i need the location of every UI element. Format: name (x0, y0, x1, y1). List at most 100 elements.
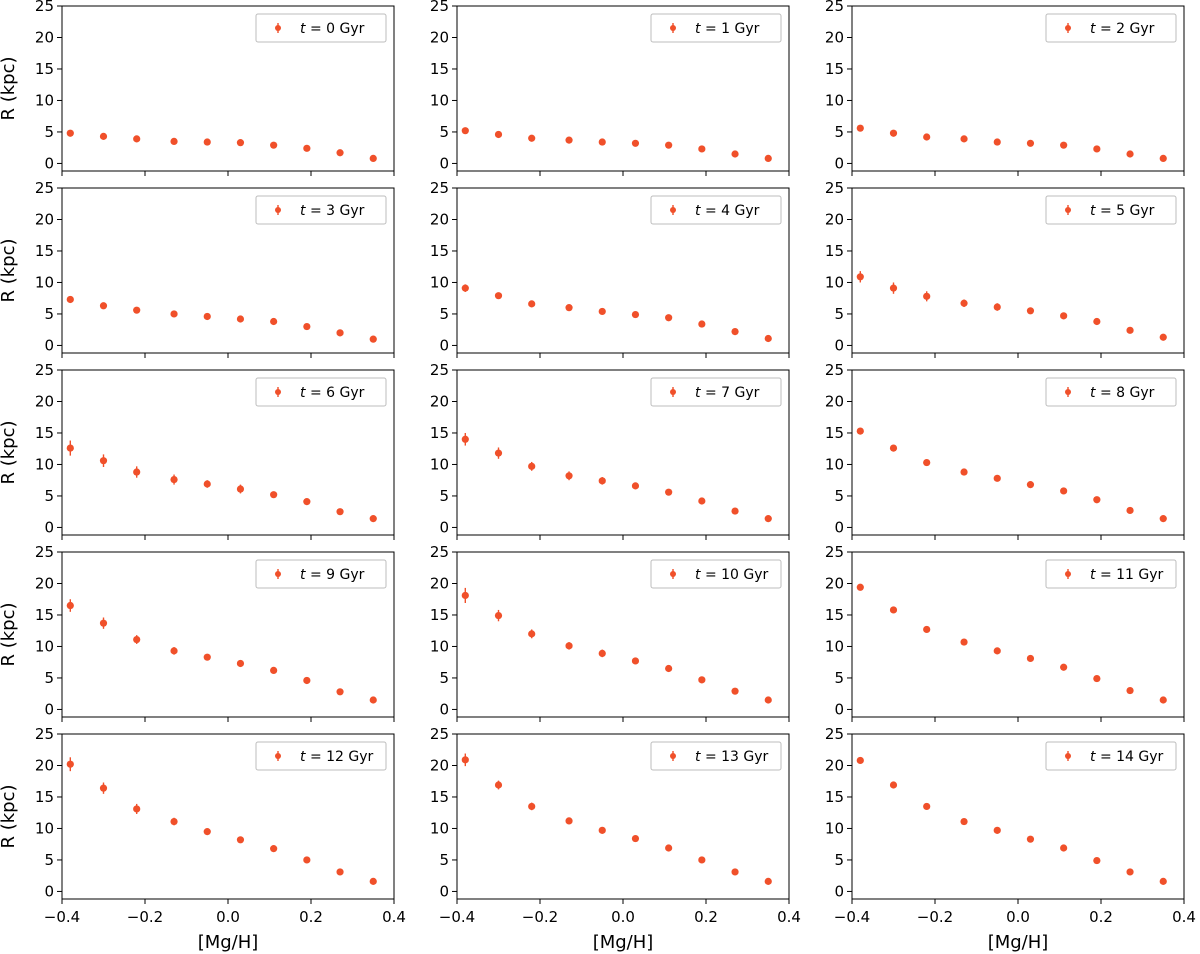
data-point (1126, 150, 1134, 158)
legend-box (255, 741, 387, 771)
data-point (461, 591, 469, 600)
y-tick-label: 5 (439, 123, 449, 141)
data-point (1159, 515, 1167, 523)
data-point (170, 137, 178, 146)
legend-time-value: = 2 Gyr (1096, 21, 1155, 37)
data-point (369, 696, 377, 704)
y-tick-label: 10 (825, 273, 844, 291)
data-point (336, 868, 344, 876)
y-tick-label: 10 (35, 455, 54, 473)
y-tick-label: 25 (430, 361, 449, 379)
y-tick-label: 10 (430, 273, 449, 291)
data-point (1159, 877, 1167, 885)
x-tick-label: −0.2 (917, 908, 953, 926)
legend-box (1045, 741, 1177, 771)
data-point (698, 856, 706, 864)
data-point (270, 317, 278, 326)
y-tick-label: 20 (35, 756, 54, 774)
data-point (494, 130, 503, 139)
data-point (170, 475, 178, 484)
data-point (665, 664, 673, 673)
data-point (598, 138, 606, 146)
data-point (1026, 139, 1035, 147)
y-tick-label: 15 (430, 242, 449, 260)
data-point (66, 760, 74, 768)
data-point (565, 817, 573, 825)
y-tick-label: 5 (439, 669, 449, 687)
legend-time-symbol: t (1090, 203, 1096, 219)
y-tick-label: 0 (44, 518, 54, 536)
data-point (631, 834, 640, 843)
legend-box (650, 195, 782, 225)
y-tick-label: 20 (825, 210, 844, 228)
y-tick-label: 0 (834, 700, 844, 718)
x-tick-label: 0.2 (694, 908, 718, 926)
legend-time-value: = 5 Gyr (1096, 203, 1155, 219)
x-tick-label: −0.4 (44, 908, 80, 926)
data-point (698, 145, 706, 153)
data-point (731, 150, 739, 158)
data-point (665, 488, 673, 496)
panel-13: 0 5 10 15 20 25 −0.4 −0.2 0.0 0.2 0.4 [Mg/H] t = 13 … (430, 725, 801, 953)
data-point (336, 329, 344, 337)
legend-time-symbol: t (695, 203, 701, 219)
x-axis-label: [Mg/H] (593, 932, 654, 953)
data-point (960, 468, 968, 476)
data-point (993, 138, 1001, 146)
data-point (960, 299, 968, 307)
y-tick-label: 0 (439, 518, 449, 536)
legend-label: t = 1 Gyr (695, 21, 760, 37)
data-point (236, 139, 245, 147)
data-point (528, 134, 536, 142)
y-tick-label: 25 (35, 543, 54, 561)
x-tick-label: 0.4 (777, 908, 801, 926)
y-tick-label: 0 (439, 154, 449, 172)
data-point (1126, 326, 1134, 334)
legend-label: t = 8 Gyr (1090, 385, 1155, 401)
panel-14: 0 5 10 15 20 25 −0.4 −0.2 0.0 0.2 0.4 [Mg/H] t = 14 … (825, 725, 1196, 953)
y-axis-label: R (kpc) (0, 602, 19, 666)
data-point (731, 868, 739, 876)
data-point (494, 781, 503, 789)
legend-box (255, 377, 387, 407)
y-tick-label: 15 (35, 606, 54, 624)
x-tick-label: 0.0 (611, 908, 635, 926)
data-point (1126, 686, 1134, 695)
data-point (1159, 696, 1167, 704)
y-tick-label: 20 (430, 574, 449, 592)
legend-time-value: = 3 Gyr (306, 203, 365, 219)
data-point (1159, 154, 1167, 163)
x-tick-label: 0.0 (1006, 908, 1030, 926)
legend-label: t = 10 Gyr (695, 567, 769, 583)
legend-box (1045, 195, 1177, 225)
y-tick-label: 20 (430, 392, 449, 410)
legend-point-marker (670, 571, 676, 577)
y-tick-label: 10 (825, 819, 844, 837)
legend-time-symbol: t (1090, 21, 1096, 37)
legend-label: t = 13 Gyr (695, 749, 769, 765)
legend-time-symbol: t (695, 567, 701, 583)
data-point (528, 462, 536, 470)
data-point (1093, 856, 1101, 865)
data-point (698, 320, 706, 328)
y-tick-label: 10 (35, 273, 54, 291)
data-point (598, 649, 606, 657)
data-point (993, 303, 1001, 311)
data-point (133, 306, 141, 314)
data-point (565, 642, 573, 650)
data-point (960, 817, 968, 826)
data-point (494, 292, 503, 300)
data-point (856, 427, 864, 435)
legend-time-symbol: t (1090, 385, 1096, 401)
data-point (665, 141, 673, 149)
y-tick-label: 15 (825, 788, 844, 806)
legend-point-marker (275, 207, 281, 213)
data-point (270, 141, 278, 149)
legend-time-value: = 8 Gyr (1096, 385, 1155, 401)
legend-box (255, 13, 387, 43)
y-tick-label: 5 (834, 123, 844, 141)
x-tick-label: −0.4 (439, 908, 475, 926)
data-point (303, 498, 311, 506)
data-point (1126, 506, 1134, 515)
